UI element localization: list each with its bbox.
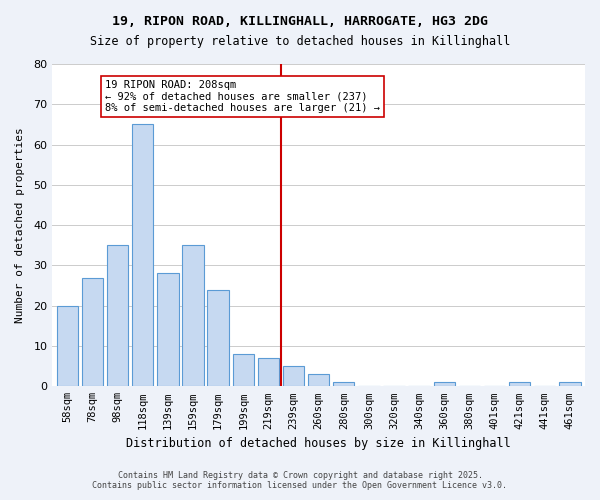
Bar bbox=[333, 382, 355, 386]
Text: 19 RIPON ROAD: 208sqm
← 92% of detached houses are smaller (237)
8% of semi-deta: 19 RIPON ROAD: 208sqm ← 92% of detached … bbox=[105, 80, 380, 114]
Y-axis label: Number of detached properties: Number of detached properties bbox=[15, 128, 25, 323]
Bar bbox=[233, 354, 254, 386]
Bar bbox=[434, 382, 455, 386]
Bar bbox=[132, 124, 154, 386]
Bar bbox=[182, 246, 204, 386]
Bar bbox=[57, 306, 78, 386]
Text: Size of property relative to detached houses in Killinghall: Size of property relative to detached ho… bbox=[90, 35, 510, 48]
X-axis label: Distribution of detached houses by size in Killinghall: Distribution of detached houses by size … bbox=[126, 437, 511, 450]
Bar bbox=[157, 274, 179, 386]
Bar bbox=[509, 382, 530, 386]
Bar bbox=[258, 358, 279, 386]
Bar bbox=[559, 382, 581, 386]
Bar bbox=[308, 374, 329, 386]
Bar bbox=[208, 290, 229, 386]
Text: Contains HM Land Registry data © Crown copyright and database right 2025.
Contai: Contains HM Land Registry data © Crown c… bbox=[92, 470, 508, 490]
Bar bbox=[107, 246, 128, 386]
Bar bbox=[82, 278, 103, 386]
Bar bbox=[283, 366, 304, 386]
Text: 19, RIPON ROAD, KILLINGHALL, HARROGATE, HG3 2DG: 19, RIPON ROAD, KILLINGHALL, HARROGATE, … bbox=[112, 15, 488, 28]
